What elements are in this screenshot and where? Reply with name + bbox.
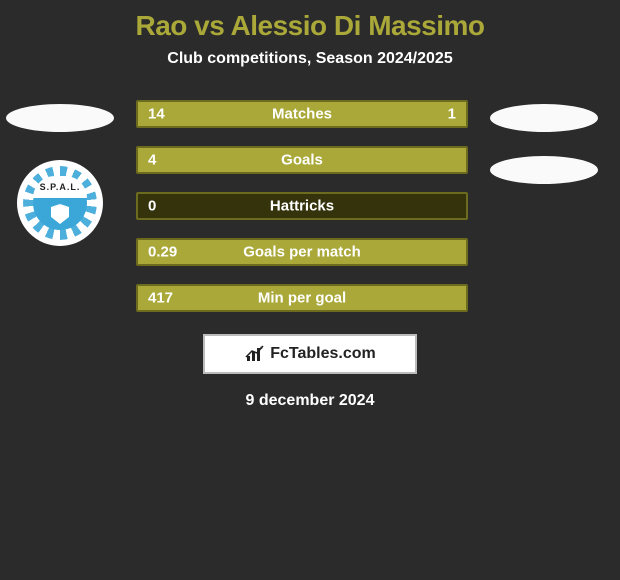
metric-value-left: 0: [148, 198, 156, 215]
bar-fill-left: [138, 102, 400, 126]
metric-value-left: 14: [148, 106, 165, 123]
subtitle: Club competitions, Season 2024/2025: [0, 50, 620, 68]
page-title: Rao vs Alessio Di Massimo: [0, 10, 620, 42]
metric-row: 4 Goals: [136, 146, 468, 174]
metric-bars: 14 1 Matches 4 Goals 0 Hattricks 0.29 Goals per …: [120, 100, 468, 312]
metric-row: 0.29 Goals per match: [136, 238, 468, 266]
metric-value-left: 417: [148, 290, 173, 307]
bar-fill-right: [400, 102, 466, 126]
badge-inner: S.P.A.L.: [33, 176, 87, 230]
badge-bottom: [33, 198, 87, 230]
date-label: 9 december 2024: [0, 392, 620, 410]
right-player-column: [468, 100, 620, 208]
club-badge-left: S.P.A.L.: [17, 160, 103, 246]
comparison-grid: S.P.A.L. 14 1 Matches 4 Goals 0 Hattricks 0.29 G…: [0, 100, 620, 312]
player-photo-placeholder: [490, 104, 598, 132]
metric-label: Goals: [281, 152, 323, 169]
branding-text: FcTables.com: [270, 345, 376, 363]
comparison-infographic: Rao vs Alessio Di Massimo Club competiti…: [0, 0, 620, 410]
metric-label: Goals per match: [243, 244, 361, 261]
metric-row: 0 Hattricks: [136, 192, 468, 220]
metric-value-right: 1: [448, 106, 456, 123]
metric-value-left: 4: [148, 152, 156, 169]
metric-label: Hattricks: [270, 198, 334, 215]
club-badge-placeholder: [490, 156, 598, 184]
player-photo-placeholder: [6, 104, 114, 132]
branding-box: FcTables.com: [203, 334, 417, 374]
metric-row: 14 1 Matches: [136, 100, 468, 128]
chart-icon: [244, 345, 266, 363]
metric-value-left: 0.29: [148, 244, 177, 261]
metric-label: Matches: [272, 106, 332, 123]
left-player-column: S.P.A.L.: [0, 100, 120, 246]
metric-label: Min per goal: [258, 290, 346, 307]
metric-row: 417 Min per goal: [136, 284, 468, 312]
badge-shield-icon: [51, 204, 69, 224]
